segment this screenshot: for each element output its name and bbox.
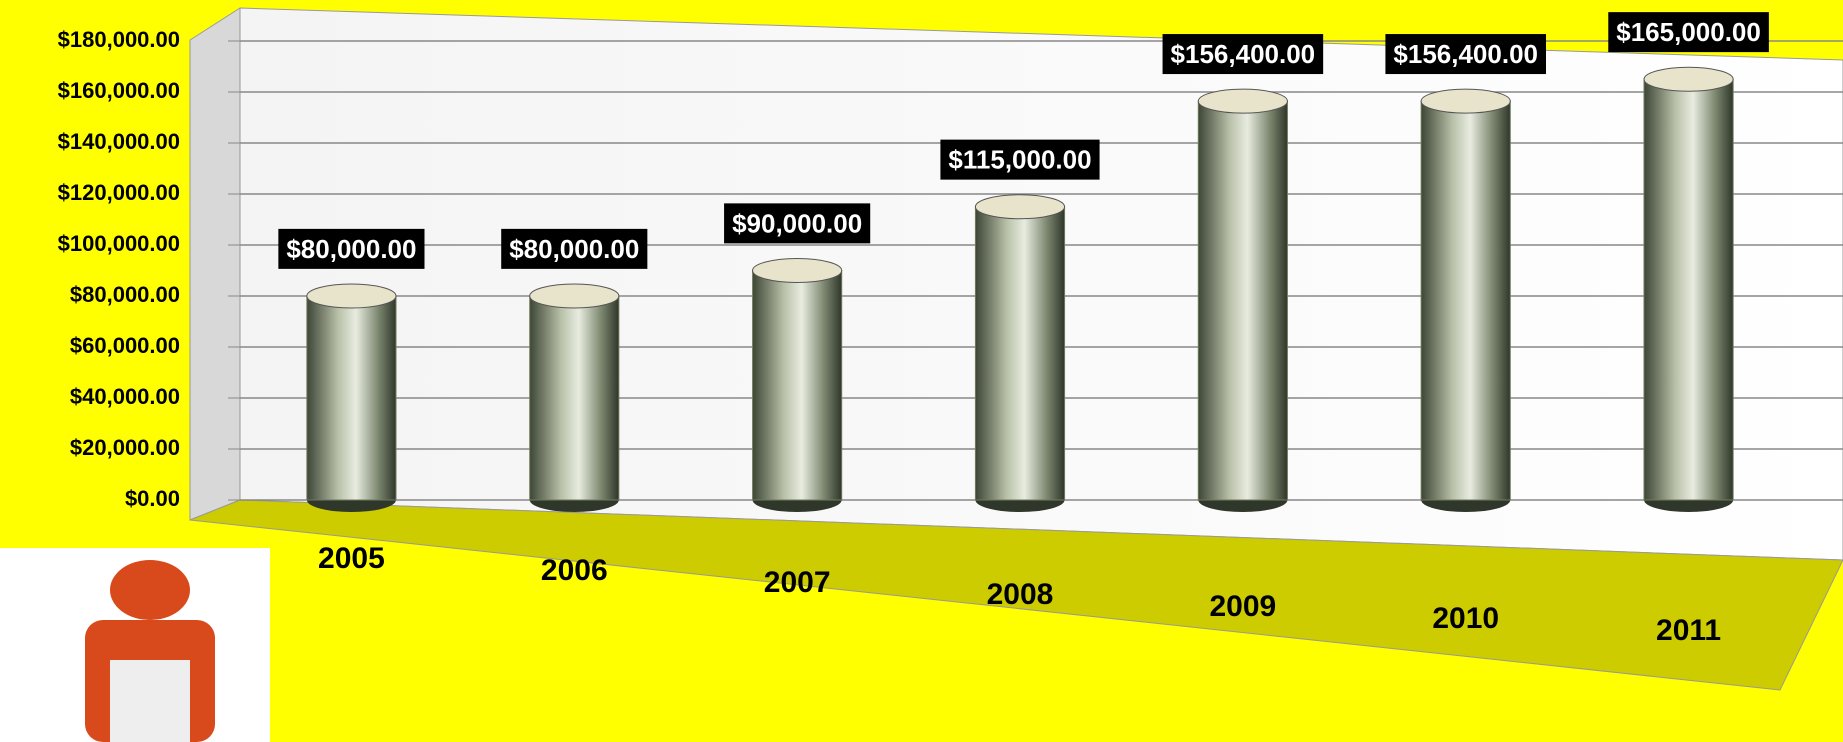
bar-top [1198,89,1287,113]
x-tick-label: 2008 [987,578,1054,611]
value-label: $156,400.00 [1171,39,1316,69]
y-tick-label: $80,000.00 [70,282,180,307]
bar-top [307,284,396,308]
gas-pump-icon [0,548,270,742]
value-label: $165,000.00 [1616,17,1761,47]
y-tick-label: $40,000.00 [70,384,180,409]
x-tick-label: 2006 [541,554,608,587]
chart: $0.00 $20,000.00 $40,000.00 $60,000.00 $80,0… [0,0,1843,742]
x-tick-label: 2011 [1656,614,1721,647]
value-label: $115,000.00 [948,145,1091,175]
x-tick-label: 2007 [764,566,831,599]
bar [1198,101,1287,500]
y-tick-label: $160,000.00 [58,78,180,103]
bar-top [530,284,619,308]
bar-top [975,195,1064,219]
page: $0.00 $20,000.00 $40,000.00 $60,000.00 $80,0… [0,0,1843,742]
bar-top [753,259,842,283]
x-tick-label: 2010 [1432,602,1499,635]
bar-top [1644,67,1733,91]
y-tick-label: $0.00 [125,486,180,511]
side-wall [190,8,240,520]
y-tick-label: $180,000.00 [58,27,180,52]
value-label: $80,000.00 [286,234,416,264]
value-label: $80,000.00 [509,234,639,264]
bar [307,296,396,500]
x-tick-label: 2009 [1209,590,1276,623]
value-label: $156,400.00 [1393,39,1538,69]
bar [753,271,842,501]
value-label: $90,000.00 [732,208,862,238]
y-tick-label: $100,000.00 [58,231,180,256]
y-tick-label: $120,000.00 [58,180,180,205]
x-tick-label: 2005 [318,542,385,575]
y-tick-label: $60,000.00 [70,333,180,358]
bar [530,296,619,500]
bar-top [1421,89,1510,113]
y-tick-label: $20,000.00 [70,435,180,460]
bar [975,207,1064,500]
y-tick-label: $140,000.00 [58,129,180,154]
bar [1644,79,1733,500]
bar [1421,101,1510,500]
